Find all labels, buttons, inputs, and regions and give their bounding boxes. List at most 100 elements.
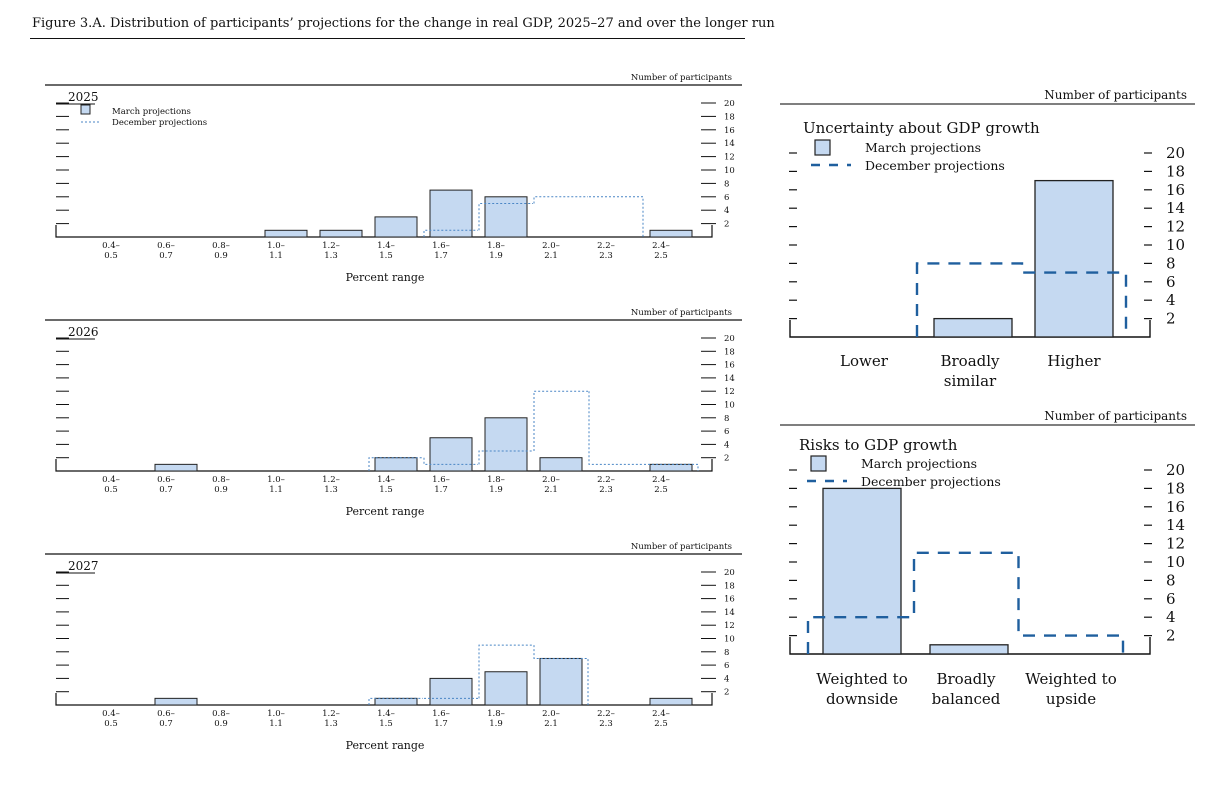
- xlabel: Percent range: [346, 505, 425, 518]
- y-tick-label: 12: [724, 387, 735, 397]
- y-tick-label: 16: [724, 595, 735, 605]
- y-tick-label: 14: [724, 374, 735, 384]
- y-tick-label: 4: [724, 440, 729, 450]
- march-bar: [822, 487, 902, 655]
- y-tick-label: 16: [724, 361, 735, 371]
- x-tick-label: 0.5: [104, 719, 118, 729]
- legend-march-swatch: [810, 455, 827, 472]
- y-tick-label: 18: [724, 112, 735, 122]
- y-tick-label: 2: [724, 454, 729, 464]
- x-tick-label: 0.5: [104, 251, 118, 261]
- y-tick-label: 8: [724, 179, 729, 189]
- ylabel: Number of participants: [631, 542, 732, 552]
- y-tick-label: 14: [1166, 516, 1185, 534]
- x-tick-label: 1.8–: [487, 709, 505, 719]
- x-tick-label: 1.4–: [377, 709, 395, 719]
- y-tick-label: 8: [1166, 254, 1176, 272]
- y-tick-label: 16: [724, 126, 735, 136]
- chart-title: Risks to GDP growth: [799, 436, 958, 454]
- x-tick-label: 2.5: [654, 485, 668, 495]
- x-tick-label: 2.3: [599, 251, 613, 261]
- y-tick-label: 18: [724, 347, 735, 357]
- legend-march-swatch: [80, 104, 91, 115]
- legend-december-label: December projections: [865, 158, 1005, 173]
- x-tick-label: 0.6–: [157, 475, 175, 485]
- x-tick-label: 1.0–: [267, 709, 285, 719]
- ylabel: Number of participants: [1044, 409, 1187, 423]
- march-bar: [484, 196, 528, 238]
- legend-march-swatch: [814, 139, 831, 156]
- y-tick-label: 4: [724, 674, 729, 684]
- y-tick-label: 10: [1166, 553, 1185, 571]
- march-bar: [154, 697, 198, 706]
- y-tick-label: 2: [724, 220, 729, 230]
- y-tick-label: 10: [724, 635, 735, 645]
- x-tick-label: 1.5: [379, 719, 393, 729]
- march-bar: [539, 457, 583, 472]
- x-tick-label: Weighted to: [1025, 670, 1116, 688]
- y-tick-label: 12: [724, 153, 735, 163]
- x-tick-label: 2.2–: [597, 241, 615, 251]
- x-tick-label: 0.4–: [102, 241, 120, 251]
- chart-4: Number of participants Risks to GDP growt…: [780, 409, 1195, 708]
- x-tick-label: Lower: [840, 352, 889, 370]
- y-tick-label: 12: [724, 621, 735, 631]
- chart-2026: Number of participants 2026 20 18 16 14 12 10 8 6…: [45, 308, 742, 518]
- march-bar: [649, 697, 693, 706]
- y-tick-label: 20: [1166, 461, 1185, 479]
- y-tick-label: 10: [724, 401, 735, 411]
- legend-march-label: March projections: [861, 456, 977, 471]
- march-bar: [429, 677, 473, 706]
- y-tick-label: 4: [724, 206, 729, 216]
- y-tick-label: 6: [724, 661, 729, 671]
- march-bar: [649, 229, 693, 238]
- march-bar: [374, 457, 418, 472]
- x-tick-label: 2.1: [544, 719, 558, 729]
- x-tick-label: 1.2–: [322, 709, 340, 719]
- x-tick-label: 2.1: [544, 485, 558, 495]
- y-tick-label: 20: [724, 334, 735, 344]
- x-tick-label: 1.3: [324, 719, 338, 729]
- ylabel: Number of participants: [1044, 88, 1187, 102]
- figure-title: Figure 3.A. Distribution of participants…: [32, 16, 775, 31]
- y-tick-label: 20: [724, 99, 735, 109]
- x-tick-label: 0.7: [159, 251, 173, 261]
- y-tick-label: 18: [1166, 162, 1185, 180]
- march-bar: [484, 671, 528, 706]
- y-tick-label: 2: [1166, 627, 1176, 645]
- y-tick-label: 12: [1166, 535, 1185, 553]
- march-bar: [429, 437, 473, 472]
- x-tick-label: Broadly: [936, 670, 996, 688]
- x-tick-label: 0.9: [214, 719, 228, 729]
- x-tick-label: upside: [1046, 690, 1096, 708]
- title-rule: [30, 38, 745, 39]
- chart-title: 2025: [68, 90, 99, 104]
- x-tick-label: 0.4–: [102, 709, 120, 719]
- y-tick-label: 6: [1166, 590, 1176, 608]
- chart-3: Number of participants Uncertainty about …: [780, 88, 1195, 390]
- x-tick-label: 0.8–: [212, 709, 230, 719]
- ylabel: Number of participants: [631, 73, 732, 83]
- y-tick-label: 2: [724, 688, 729, 698]
- x-tick-label: 2.3: [599, 485, 613, 495]
- x-tick-label: 2.2–: [597, 709, 615, 719]
- chart-title: 2027: [68, 559, 99, 573]
- march-bar: [484, 417, 528, 472]
- x-tick-label: 0.6–: [157, 709, 175, 719]
- x-tick-label: 1.3: [324, 251, 338, 261]
- y-tick-label: 14: [724, 139, 735, 149]
- y-tick-label: 12: [1166, 218, 1185, 236]
- x-tick-label: 1.8–: [487, 241, 505, 251]
- x-tick-label: 1.6–: [432, 475, 450, 485]
- march-bar: [649, 463, 693, 472]
- x-tick-label: 1.0–: [267, 241, 285, 251]
- x-tick-label: 1.9: [489, 719, 503, 729]
- x-tick-label: 0.7: [159, 485, 173, 495]
- x-tick-label: 1.1: [269, 251, 283, 261]
- y-tick-label: 20: [1166, 144, 1185, 162]
- y-tick-label: 18: [1166, 479, 1185, 497]
- xlabel: Percent range: [346, 739, 425, 752]
- x-tick-label: 0.7: [159, 719, 173, 729]
- x-tick-label: 2.4–: [652, 241, 670, 251]
- march-bar: [429, 189, 473, 238]
